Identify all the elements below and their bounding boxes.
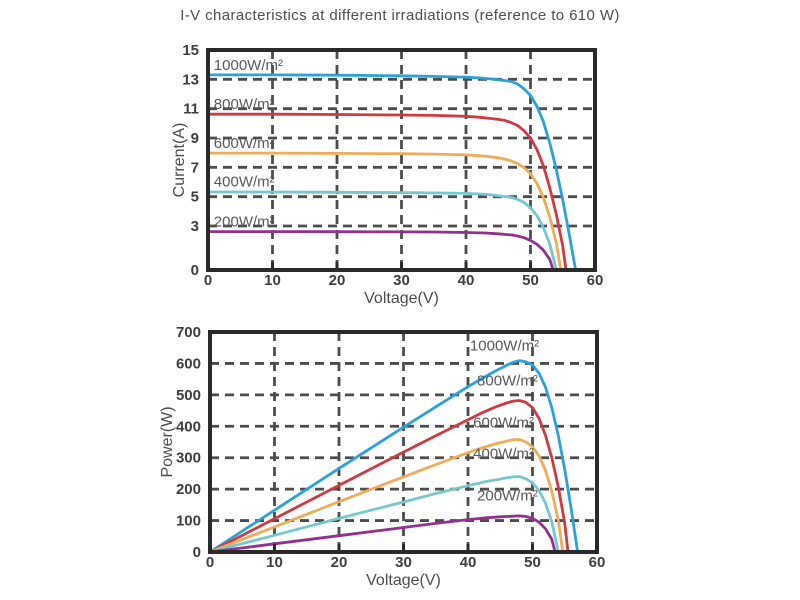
iv-ytick-label-5: 5 [191, 189, 199, 206]
pv-series-label-1000Wm: 1000W/m² [470, 338, 539, 355]
iv-series-label-800Wm: 800W/m² [214, 96, 275, 113]
pv-xtick-label-40: 40 [460, 554, 477, 571]
pv-curve-800Wm [208, 399, 570, 554]
iv-xtick-label-0: 0 [204, 272, 212, 289]
pv-xtick-label-60: 60 [589, 554, 606, 571]
pv-curve-1000Wm [208, 359, 579, 554]
iv-ytick-label-0: 0 [191, 262, 199, 279]
iv-chart: 1000W/m² 800W/m² 600W/m² 400W/m² 200W/m² 0 10 2… [171, 42, 603, 307]
pv-series-label-800Wm: 800W/m² [477, 373, 538, 390]
iv-series-label-400Wm: 400W/m² [214, 174, 275, 191]
iv-xtick-label-20: 20 [329, 272, 346, 289]
iv-curve-1000Wm [206, 73, 577, 272]
iv-xtick-label-40: 40 [458, 272, 475, 289]
pv-ytick-label-200: 200 [176, 481, 201, 498]
pv-series-label-200Wm: 200W/m² [477, 487, 538, 504]
iv-xtick-label-10: 10 [264, 272, 281, 289]
iv-xtick-label-60: 60 [587, 272, 604, 289]
pv-ytick-label-600: 600 [176, 355, 201, 372]
pv-curve-200Wm [208, 514, 557, 554]
pv-ytick-label-700: 700 [176, 324, 201, 341]
pv-ytick-label-500: 500 [176, 387, 201, 404]
iv-y-axis-title: Current(A) [171, 123, 188, 198]
pv-x-axis-title: Voltage(V) [366, 572, 441, 589]
iv-series-label-1000Wm: 1000W/m² [214, 57, 283, 74]
pv-ytick-label-0: 0 [193, 544, 201, 561]
pv-xtick-label-50: 50 [524, 554, 541, 571]
pv-xtick-label-30: 30 [395, 554, 412, 571]
pv-curve-600Wm [208, 438, 565, 554]
iv-series-label-600Wm: 600W/m² [214, 135, 275, 152]
pv-xtick-label-20: 20 [331, 554, 348, 571]
iv-curve-600Wm [206, 151, 563, 272]
pv-ytick-label-100: 100 [176, 513, 201, 530]
pv-series-label-400Wm: 400W/m² [473, 445, 534, 462]
iv-curve-200Wm [206, 230, 555, 272]
pv-xtick-label-0: 0 [206, 554, 214, 571]
iv-ytick-label-15: 15 [182, 42, 199, 59]
pv-chart: 1000W/m² 800W/m² 600W/m² 400W/m² 200W/m² 0 10 2… [159, 324, 605, 589]
pv-y-axis-title: Power(W) [159, 406, 176, 477]
iv-x-axis-title: Voltage(V) [364, 290, 439, 307]
figure-title: I-V characteristics at different irradia… [180, 7, 620, 24]
iv-ytick-label-13: 13 [182, 71, 199, 88]
iv-curve-400Wm [206, 190, 558, 272]
pv-curve-400Wm [208, 475, 560, 554]
pv-series-label-600Wm: 600W/m² [473, 415, 534, 432]
pv-ytick-label-300: 300 [176, 450, 201, 467]
iv-xtick-label-50: 50 [522, 272, 539, 289]
iv-ytick-label-9: 9 [191, 130, 199, 147]
iv-ytick-label-11: 11 [183, 101, 199, 118]
iv-ytick-label-7: 7 [191, 159, 199, 176]
iv-ytick-label-3: 3 [191, 218, 199, 235]
iv-series-label-200Wm: 200W/m² [214, 213, 275, 230]
iv-curve-800Wm [206, 112, 568, 272]
pv-ytick-label-400: 400 [176, 418, 201, 435]
pv-xtick-label-10: 10 [266, 554, 283, 571]
iv-xtick-label-30: 30 [393, 272, 410, 289]
